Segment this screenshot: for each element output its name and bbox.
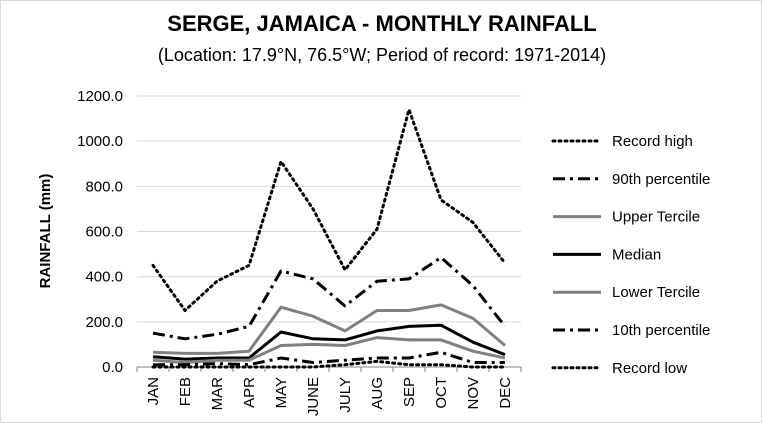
y-tick-label: 1000.0 bbox=[77, 133, 123, 150]
y-tick-label: 400.0 bbox=[85, 269, 123, 286]
legend-label: Median bbox=[612, 246, 661, 263]
legend: Record high 90th percentile Upper Tercile M… bbox=[551, 133, 710, 377]
x-tick-label: OCT bbox=[433, 377, 450, 409]
chart-title: SERGE, JAMAICA - MONTHLY RAINFALL bbox=[167, 11, 596, 36]
x-tick-label: APR bbox=[241, 377, 258, 408]
axes: 0.0 200.0 400.0 600.0 800.0 1000.0 1200.0 JAN FE… bbox=[77, 88, 522, 416]
y-tick-label: 1200.0 bbox=[77, 88, 123, 105]
x-tick-label: DEC bbox=[497, 377, 514, 409]
gridlines bbox=[137, 95, 521, 323]
series-line-record-low bbox=[151, 359, 507, 369]
series-line-lower-tercile bbox=[152, 336, 506, 364]
chart-subtitle: (Location: 17.9°N, 76.5°W; Period of rec… bbox=[158, 45, 606, 65]
series-lines bbox=[151, 108, 507, 369]
y-tick-label: 0.0 bbox=[102, 359, 123, 376]
legend-label: 90th percentile bbox=[612, 171, 710, 188]
y-tick-label: 200.0 bbox=[85, 314, 123, 331]
series-line-10th-percentile bbox=[153, 350, 505, 367]
y-tick-label: 800.0 bbox=[85, 178, 123, 195]
x-tick-label: JUNE bbox=[305, 377, 322, 416]
x-tick-label: NOV bbox=[465, 377, 482, 410]
legend-label: Record high bbox=[612, 133, 693, 150]
x-tick-label: JULY bbox=[337, 377, 354, 413]
x-tick-label: MAY bbox=[273, 377, 290, 408]
series-line-upper-tercile bbox=[152, 303, 506, 355]
x-tick-label: SEP bbox=[401, 377, 418, 407]
legend-label: Upper Tercile bbox=[612, 209, 700, 226]
x-tick-label: JAN bbox=[145, 377, 162, 405]
series-line-90th-percentile bbox=[152, 256, 507, 341]
y-tick-label: 600.0 bbox=[85, 224, 123, 241]
series-line-record-high bbox=[151, 108, 507, 312]
legend-label: 10th percentile bbox=[612, 322, 710, 339]
series-line-median bbox=[152, 323, 506, 361]
legend-label: Lower Tercile bbox=[612, 284, 700, 301]
legend-label: Record low bbox=[612, 360, 687, 377]
x-tick-label: AUG bbox=[369, 377, 386, 410]
x-tick-label: FEB bbox=[177, 377, 194, 406]
y-axis-label: RAINFALL (mm) bbox=[37, 174, 54, 289]
x-tick-label: MAR bbox=[209, 377, 226, 411]
